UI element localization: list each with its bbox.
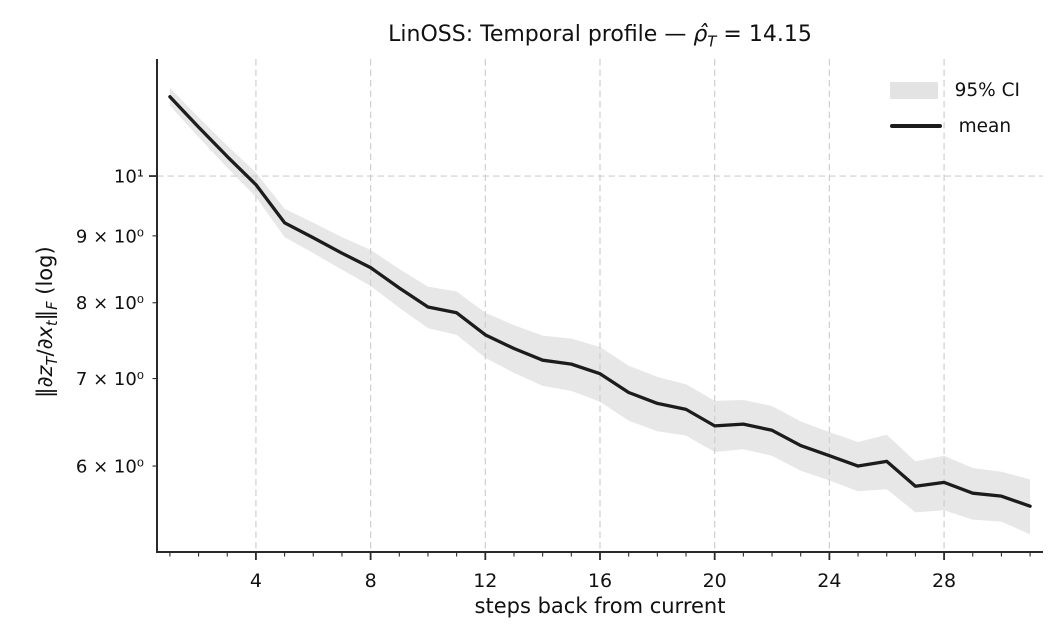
x-tick-label: 8: [365, 570, 377, 592]
y-tick-label: 8 × 10⁰: [76, 293, 144, 314]
x-tick-label: 12: [473, 570, 497, 592]
x-tick-label: 4: [250, 570, 262, 592]
legend-item-mean: mean: [889, 114, 1020, 138]
y-tick-label: 10¹: [114, 167, 144, 188]
x-tick-label: 24: [817, 570, 841, 592]
x-tick-label: 28: [932, 570, 956, 592]
ci-band: [169, 87, 1031, 535]
x-axis-label: steps back from current: [474, 594, 726, 618]
chart-title: LinOSS: Temporal profile — ρ̂T = 14.15: [388, 22, 812, 51]
legend-label-mean: mean: [958, 115, 1012, 137]
y-tick-label: 6 × 10⁰: [76, 457, 144, 478]
y-tick-label: 7 × 10⁰: [76, 369, 144, 390]
y-tick-label: 9 × 10⁰: [76, 226, 144, 247]
mean-line-swatch-icon: [889, 124, 942, 128]
y-axis-label: ‖∂zT/∂xt‖F (log): [32, 246, 62, 398]
legend: 95% CI mean: [889, 78, 1020, 138]
x-tick-label: 20: [703, 570, 727, 592]
legend-item-ci: 95% CI: [889, 78, 1020, 102]
mean-line: [168, 95, 1032, 508]
x-tick-label: 16: [588, 570, 612, 592]
ci-band-swatch-icon: [889, 81, 938, 99]
legend-label-ci: 95% CI: [954, 79, 1020, 101]
